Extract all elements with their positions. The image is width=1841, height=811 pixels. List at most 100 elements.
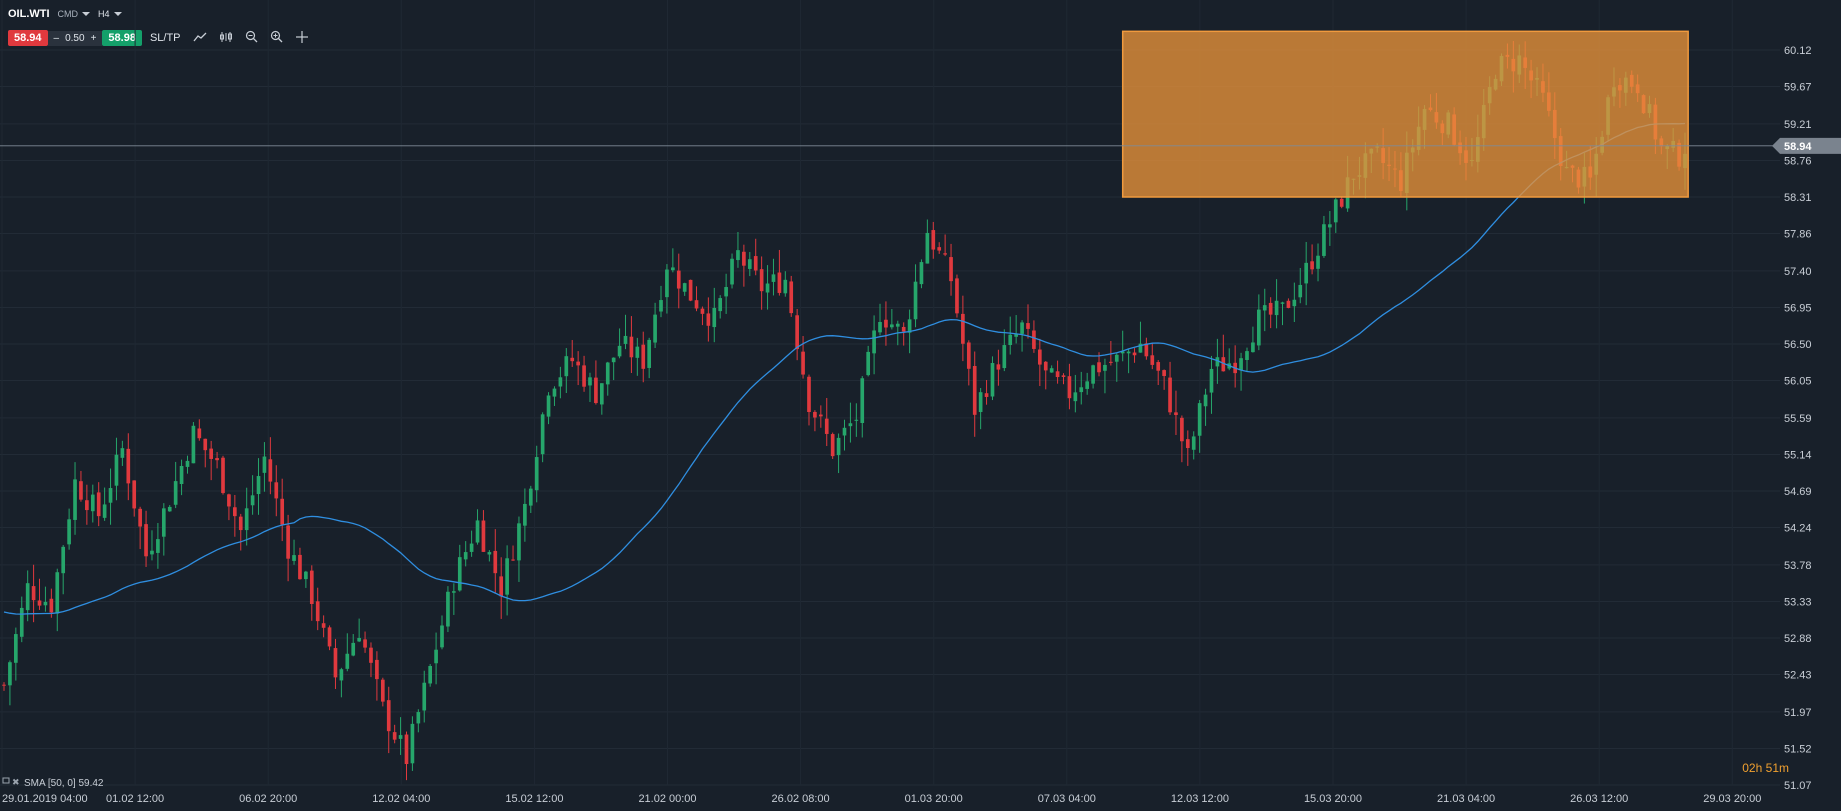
candle-body: [730, 258, 734, 285]
candle-body: [463, 552, 468, 560]
buy-button[interactable]: 58.98: [102, 30, 142, 46]
candle-body: [1126, 351, 1131, 354]
market-type-dropdown[interactable]: CMD: [58, 9, 91, 19]
candle-body: [85, 500, 89, 511]
candle-body: [150, 550, 154, 555]
timer-minutes: 51: [1765, 761, 1779, 775]
candle-body: [700, 308, 705, 314]
y-tick-label: 58.31: [1784, 192, 1812, 204]
x-tick-label: 06.02 20:00: [239, 793, 297, 805]
candle-body: [19, 607, 24, 637]
candle-body: [736, 250, 740, 261]
zoom-in-icon[interactable]: [270, 30, 283, 46]
candle-body: [884, 319, 888, 328]
candle-body: [895, 323, 900, 327]
x-tick-label: 29.01.2019 04:00: [2, 793, 88, 805]
symbol-label[interactable]: OIL.WTI: [8, 8, 50, 20]
candle-body: [1008, 334, 1013, 346]
candle-body: [1049, 368, 1054, 373]
candle-body: [576, 361, 580, 366]
candle-body: [1239, 358, 1243, 371]
sell-button[interactable]: 58.94: [8, 30, 48, 46]
x-tick-label: 15.02 12:00: [505, 793, 563, 805]
candle-body: [1286, 300, 1291, 308]
candle-body: [392, 732, 397, 740]
candle-body: [404, 734, 409, 765]
candle-body: [1316, 255, 1320, 269]
candle-body: [836, 437, 841, 456]
candle-body: [375, 659, 379, 680]
candle-body: [286, 525, 290, 559]
timeframe-dropdown[interactable]: H4: [98, 9, 122, 19]
candle-body: [333, 648, 338, 678]
candle-body: [1091, 365, 1095, 384]
candle-body: [629, 336, 634, 358]
candle-body: [949, 257, 953, 282]
candle-body: [878, 321, 882, 333]
candle-body: [978, 392, 983, 413]
x-tick-label: 01.02 12:00: [106, 793, 164, 805]
candle-body: [830, 434, 835, 457]
candle-body: [641, 344, 646, 369]
x-axis: 29.01.2019 04:00 01.02 12:00 06.02 20:00 12…: [2, 793, 1761, 805]
candle-body: [256, 476, 261, 495]
line-chart-icon[interactable]: [193, 31, 207, 46]
candle-body: [144, 524, 148, 557]
y-tick-label: 54.69: [1784, 486, 1812, 498]
candle-timer: 02h 51m: [1742, 761, 1789, 775]
candle-body: [1132, 352, 1137, 356]
crosshair-icon[interactable]: [295, 30, 309, 47]
candle-body: [292, 555, 296, 561]
candle-body: [339, 669, 344, 681]
candle-body: [753, 256, 758, 271]
y-tick-label: 57.40: [1784, 266, 1812, 278]
candle-body: [801, 351, 805, 375]
indicators-icon[interactable]: [219, 31, 233, 46]
candle-body: [1203, 394, 1208, 407]
volume-stepper[interactable]: – 0.50 +: [47, 30, 103, 46]
current-price-label: 58.94: [1784, 141, 1812, 153]
candle-body: [2, 684, 6, 686]
candle-body: [1251, 342, 1255, 353]
candle-body: [919, 262, 924, 285]
candle-body: [795, 315, 799, 350]
candle-body: [1191, 436, 1196, 450]
candle-body: [1114, 354, 1119, 362]
volume-plus-button[interactable]: +: [90, 32, 97, 44]
timeframe-label: H4: [98, 9, 110, 19]
candle-body: [913, 281, 918, 320]
candle-body: [1298, 284, 1303, 298]
candle-body: [90, 494, 95, 512]
candle-body: [1073, 392, 1078, 402]
sltp-button[interactable]: SL/TP: [149, 32, 181, 44]
candle-body: [233, 507, 237, 517]
candle-body: [416, 712, 421, 724]
candle-body: [635, 346, 640, 358]
candle-body: [61, 546, 66, 574]
candle-body: [428, 665, 433, 684]
volume-value[interactable]: 0.50: [65, 32, 85, 44]
candle-body: [274, 482, 279, 499]
candle-body: [321, 623, 326, 628]
candle-body: [345, 653, 350, 669]
candle-body: [487, 552, 492, 555]
current-price-tag: [1772, 137, 1841, 154]
zoom-out-icon[interactable]: [245, 30, 258, 46]
candle-body: [807, 376, 811, 413]
candle-body: [31, 586, 36, 601]
candle-body: [996, 364, 1001, 370]
candle-body: [132, 480, 137, 509]
candle-body: [138, 508, 142, 527]
y-tick-label: 55.14: [1784, 449, 1812, 461]
candle-body: [96, 492, 101, 517]
candle-body: [126, 448, 131, 484]
candle-body: [457, 557, 462, 591]
volume-minus-button[interactable]: –: [53, 32, 60, 44]
candle-body: [872, 330, 876, 354]
candle-body: [990, 363, 995, 397]
candle-body: [511, 559, 515, 561]
candle-body: [108, 488, 113, 503]
current-price-line-layer: 58.94: [0, 137, 1841, 154]
candle-body: [179, 465, 184, 485]
